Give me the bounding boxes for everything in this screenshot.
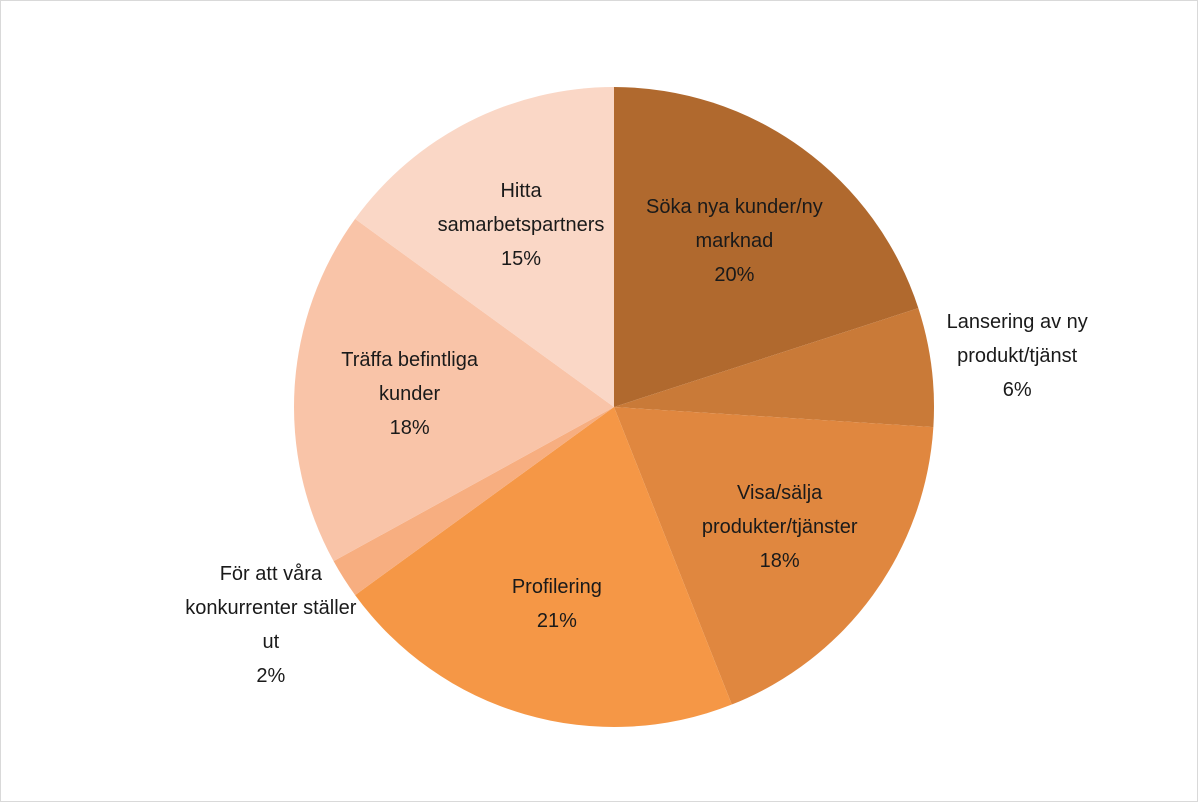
pie-slice xyxy=(614,308,934,428)
value-label: 20% xyxy=(714,264,755,287)
value-label: 6% xyxy=(1002,379,1032,402)
slice-label: Lansering av ny produkt/tjänst 6% xyxy=(927,305,1107,407)
slice-label: Hitta samarbetspartners 15% xyxy=(426,174,616,276)
category-label: Träffa befintliga kunder xyxy=(341,349,478,406)
slice-label: Profilering 21% xyxy=(462,570,652,638)
pie-slice xyxy=(333,407,614,596)
slice-label: Träffa befintliga kunder 18% xyxy=(315,343,505,445)
category-label: Hitta samarbetspartners xyxy=(437,179,605,236)
value-label: 21% xyxy=(536,609,577,632)
pie-slice xyxy=(614,407,934,705)
category-label: Söka nya kunder/ny marknad xyxy=(645,196,823,253)
category-label: Lansering av ny produkt/tjänst xyxy=(946,311,1088,368)
slice-label: Söka nya kunder/ny marknad 20% xyxy=(639,190,829,292)
pie-slice xyxy=(614,87,919,407)
category-label: För att våra konkurrenter ställer ut xyxy=(185,562,357,653)
pie-slice xyxy=(293,218,614,562)
slice-label: Visa/sälja produkter/tjänster 18% xyxy=(685,476,875,578)
value-label: 18% xyxy=(389,417,430,440)
value-label: 15% xyxy=(501,247,542,270)
value-label: 18% xyxy=(759,550,800,573)
pie-slice xyxy=(355,87,614,407)
category-label: Profilering xyxy=(511,575,602,598)
value-label: 2% xyxy=(256,664,286,687)
pie-slice xyxy=(355,407,732,728)
slice-label: För att våra konkurrenter ställer ut 2% xyxy=(181,557,361,693)
category-label: Visa/sälja produkter/tjänster xyxy=(701,482,858,539)
